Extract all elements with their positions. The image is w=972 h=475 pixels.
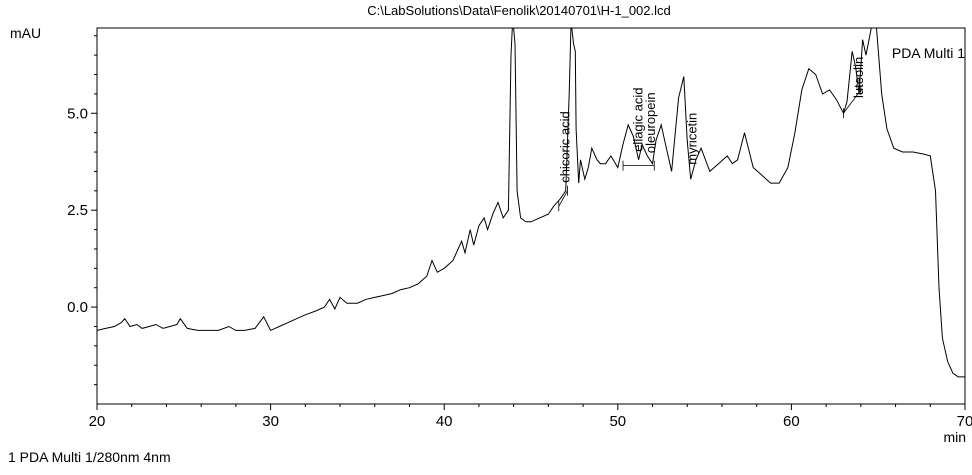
peak-label: myricetin <box>684 113 699 165</box>
x-tick-label: 40 <box>436 413 453 430</box>
peak-label: chicoric acid <box>558 111 573 183</box>
y-axis-unit-label: mAU <box>10 25 41 41</box>
chart-footer-channel-info: 1 PDA Multi 1/280nm 4nm <box>8 449 171 465</box>
x-axis-unit-label: min <box>943 429 966 445</box>
peak-label: oleuropein <box>643 92 658 153</box>
x-tick-label: 30 <box>262 413 279 430</box>
chart-title: C:\LabSolutions\Data\Fenolik\20140701\H-… <box>367 3 671 18</box>
peak-baseline-segment <box>843 89 862 114</box>
plot-frame <box>96 27 966 405</box>
y-tick-label: 5.0 <box>67 105 88 122</box>
y-tick-label: 0.0 <box>67 299 88 316</box>
peak-label: luteolin <box>851 57 866 98</box>
x-tick-label: 60 <box>783 413 800 430</box>
x-tick-label: 50 <box>609 413 626 430</box>
chromatogram-trace <box>97 28 965 378</box>
x-tick-label: 70 <box>957 413 972 430</box>
y-tick-label: 2.5 <box>67 202 88 219</box>
peak-baseline-segment <box>558 190 568 207</box>
x-tick-label: 20 <box>89 413 106 430</box>
y-axis-ticks: 0.0 2.5 5.0 <box>67 35 97 386</box>
legend-label: PDA Multi 1 <box>892 45 965 61</box>
peak-baselines <box>558 85 862 212</box>
x-axis-ticks: 20 30 40 50 60 70 <box>89 404 972 430</box>
peak-label: ellagic acid <box>631 87 646 151</box>
